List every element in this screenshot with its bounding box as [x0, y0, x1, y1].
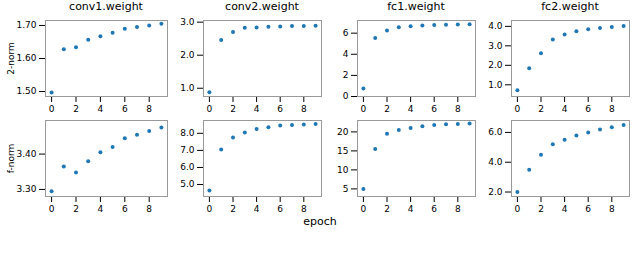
svg-text:6: 6 [343, 28, 349, 38]
html-text:conv2.weight: conv2.weight [225, 0, 299, 13]
svg-text:4: 4 [408, 204, 414, 214]
svg-text:0: 0 [361, 104, 367, 114]
svg-text:3.0: 3.0 [180, 17, 195, 27]
svg-text:7.0: 7.0 [180, 145, 195, 155]
svg-text:6: 6 [585, 204, 591, 214]
svg-text:2.0: 2.0 [488, 187, 503, 197]
svg-text:2.0: 2.0 [488, 60, 503, 70]
html-text:fc2.weight: fc2.weight [541, 0, 599, 13]
svg-text:5.0: 5.0 [180, 179, 195, 189]
svg-text:4: 4 [408, 104, 414, 114]
html-text:fc1.weight: fc1.weight [387, 0, 445, 13]
svg-text:1.50: 1.50 [16, 86, 36, 96]
svg-text:f-norm: f-norm [6, 144, 16, 173]
svg-text:4: 4 [254, 104, 260, 114]
svg-text:8: 8 [609, 104, 615, 114]
svg-text:4: 4 [343, 49, 349, 59]
svg-text:20: 20 [337, 127, 349, 137]
svg-text:8: 8 [301, 204, 307, 214]
svg-text:15: 15 [337, 146, 348, 156]
svg-text:6: 6 [431, 204, 437, 214]
svg-text:6: 6 [431, 104, 437, 114]
svg-text:8: 8 [301, 104, 307, 114]
svg-text:3.0: 3.0 [488, 41, 503, 51]
svg-text:2: 2 [73, 104, 79, 114]
svg-text:5: 5 [343, 184, 349, 194]
svg-text:8: 8 [455, 204, 461, 214]
svg-text:8.0: 8.0 [180, 128, 195, 138]
svg-text:6: 6 [122, 104, 128, 114]
svg-text:1.60: 1.60 [16, 53, 36, 63]
svg-text:3.40: 3.40 [16, 149, 36, 159]
svg-text:2: 2 [538, 104, 544, 114]
svg-text:4: 4 [562, 104, 568, 114]
svg-text:8: 8 [609, 204, 615, 214]
svg-text:1.70: 1.70 [16, 20, 36, 30]
svg-text:8: 8 [146, 104, 152, 114]
svg-text:6: 6 [277, 204, 283, 214]
svg-text:0: 0 [515, 204, 521, 214]
svg-text:2.0: 2.0 [180, 50, 195, 60]
svg-text:4: 4 [98, 104, 104, 114]
svg-text:2: 2 [538, 204, 544, 214]
svg-text:2: 2 [73, 204, 79, 214]
svg-text:1.0: 1.0 [488, 80, 503, 90]
svg-text:2: 2 [384, 204, 390, 214]
svg-text:0: 0 [361, 204, 367, 214]
svg-text:6.0: 6.0 [180, 162, 195, 172]
svg-text:0: 0 [343, 91, 349, 101]
svg-text:10: 10 [337, 165, 349, 175]
svg-text:2: 2 [230, 104, 236, 114]
svg-text:3.30: 3.30 [16, 184, 36, 194]
svg-text:4: 4 [98, 204, 104, 214]
svg-text:6: 6 [122, 204, 128, 214]
svg-text:4.0: 4.0 [488, 21, 503, 31]
html-text:conv1.weight: conv1.weight [69, 0, 143, 13]
svg-text:4: 4 [562, 204, 568, 214]
html-text:epoch: epoch [303, 215, 337, 228]
svg-text:0: 0 [515, 104, 521, 114]
svg-text:6.0: 6.0 [488, 127, 503, 137]
svg-text:0: 0 [49, 204, 55, 214]
svg-text:0: 0 [207, 204, 213, 214]
svg-text:6: 6 [277, 104, 283, 114]
svg-text:2: 2 [343, 70, 349, 80]
svg-text:1.0: 1.0 [180, 83, 195, 93]
svg-text:0: 0 [49, 104, 55, 114]
svg-text:2: 2 [230, 204, 236, 214]
svg-text:2: 2 [384, 104, 390, 114]
svg-text:2-norm: 2-norm [6, 42, 16, 75]
svg-text:0: 0 [207, 104, 213, 114]
svg-text:4.0: 4.0 [488, 157, 503, 167]
svg-text:4: 4 [254, 204, 260, 214]
svg-text:8: 8 [455, 104, 461, 114]
svg-text:8: 8 [146, 204, 152, 214]
svg-text:6: 6 [585, 104, 591, 114]
